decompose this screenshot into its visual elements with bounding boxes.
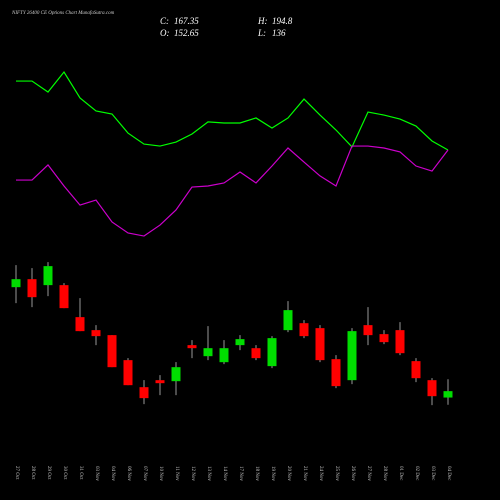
- indicator-line: [16, 71, 449, 151]
- x-tick-label: 20 Nov: [286, 466, 291, 481]
- indicator-line: [16, 145, 449, 237]
- x-tick-label: 10 Nov: [158, 466, 163, 481]
- candle-body: [379, 334, 389, 343]
- candle-body: [251, 348, 261, 359]
- x-tick-label: 04 Nov: [110, 466, 115, 481]
- ohlc-label: O:: [160, 28, 170, 38]
- x-tick-label: 04 Dec: [446, 466, 451, 481]
- ohlc-value: 167.35: [174, 16, 199, 26]
- candle-body: [411, 361, 421, 379]
- candle-body: [267, 338, 277, 367]
- ohlc-value: 152.65: [174, 28, 199, 38]
- x-tick-label: 31 Oct: [78, 466, 83, 480]
- candle-body: [43, 266, 53, 286]
- x-tick-label: 24 Nov: [318, 466, 323, 481]
- candle-body: [59, 285, 69, 309]
- candle-body: [203, 348, 213, 357]
- x-tick-label: 29 Oct: [46, 466, 51, 480]
- x-tick-label: 03 Dec: [430, 466, 435, 481]
- candle-body: [11, 279, 21, 288]
- candle-body: [187, 345, 197, 349]
- x-tick-label: 02 Dec: [414, 466, 419, 481]
- ohlc-label: H:: [257, 16, 268, 26]
- candle-body: [299, 323, 309, 337]
- x-tick-label: 11 Nov: [174, 466, 179, 481]
- x-tick-label: 06 Nov: [126, 466, 131, 481]
- x-tick-label: 19 Nov: [270, 466, 275, 481]
- candle-body: [123, 360, 133, 386]
- x-tick-label: 28 Nov: [382, 466, 387, 481]
- x-tick-label: 17 Nov: [238, 466, 243, 481]
- x-tick-label: 25 Nov: [334, 466, 339, 481]
- x-tick-label: 18 Nov: [254, 466, 259, 481]
- candle-body: [283, 310, 293, 331]
- ohlc-label: L:: [257, 28, 266, 38]
- x-tick-label: 27 Oct: [14, 466, 19, 480]
- ohlc-value: 194.8: [272, 16, 293, 26]
- x-tick-label: 14 Nov: [222, 466, 227, 481]
- x-tick-label: 27 Nov: [366, 466, 371, 481]
- x-tick-label: 28 Oct: [30, 466, 35, 480]
- x-tick-label: 07 Nov: [142, 466, 147, 481]
- candle-body: [347, 331, 357, 381]
- x-tick-label: 12 Nov: [190, 466, 195, 481]
- candle-body: [427, 380, 437, 397]
- ohlc-label: C:: [160, 16, 169, 26]
- candle-body: [75, 317, 85, 332]
- candle-body: [395, 330, 405, 354]
- candle-body: [315, 328, 325, 361]
- x-tick-label: 30 Oct: [62, 466, 67, 480]
- candle-body: [363, 325, 373, 336]
- chart-title: NIFTY 26400 CE Options Chart MunafaSutra…: [11, 11, 115, 16]
- candle-body: [91, 330, 101, 337]
- candle-body: [155, 380, 165, 384]
- x-tick-label: 01 Dec: [398, 466, 403, 481]
- candle-body: [235, 339, 245, 346]
- ohlc-value: 136: [272, 28, 286, 38]
- x-tick-label: 13 Nov: [206, 466, 211, 481]
- candle-body: [331, 359, 341, 387]
- candle-body: [107, 335, 117, 368]
- x-tick-label: 21 Nov: [302, 466, 307, 481]
- candle-body: [219, 348, 229, 363]
- candle-body: [171, 367, 181, 382]
- x-tick-label: 26 Nov: [350, 466, 355, 481]
- candle-body: [443, 391, 453, 398]
- x-tick-label: 03 Nov: [94, 466, 99, 481]
- candle-body: [27, 279, 37, 298]
- candle-body: [139, 387, 149, 399]
